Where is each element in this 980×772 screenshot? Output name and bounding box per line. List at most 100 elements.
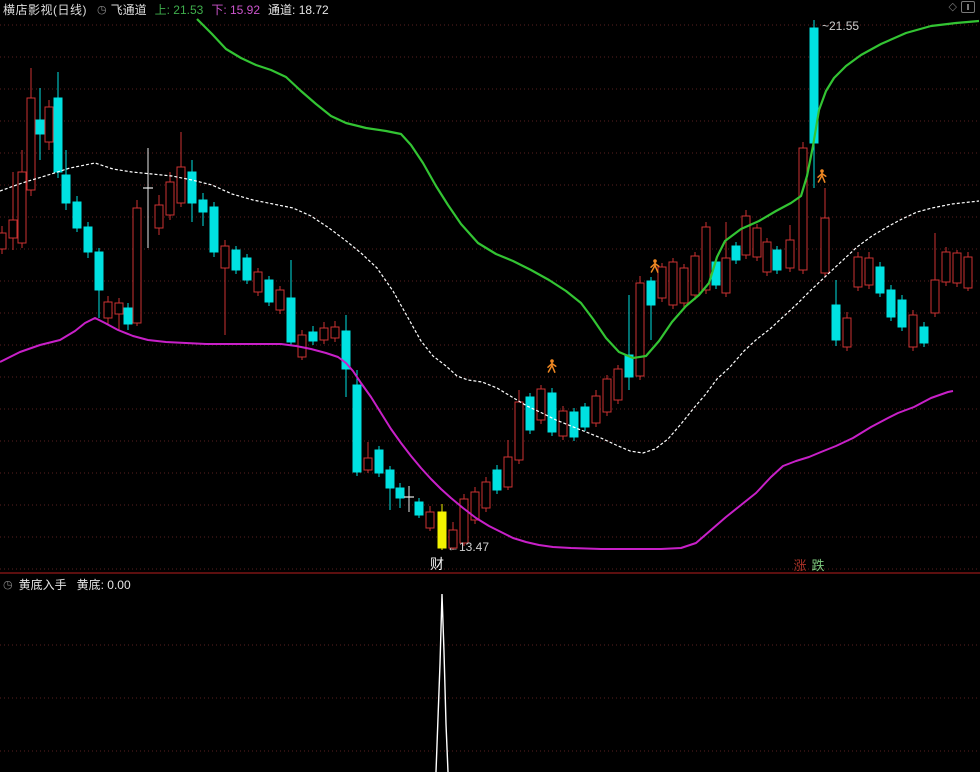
candlestick — [72, 196, 82, 232]
candlestick — [731, 242, 741, 264]
candlestick — [963, 252, 973, 291]
candlestick — [897, 295, 907, 331]
candlestick — [762, 238, 772, 276]
die-label: 跌 — [811, 558, 824, 572]
huangdi-spike — [435, 593, 449, 772]
candlestick — [690, 252, 700, 300]
candlestick — [319, 322, 329, 344]
candlestick — [679, 264, 689, 307]
upper-channel-green-line — [196, 18, 980, 360]
candlestick — [352, 370, 362, 476]
candlestick — [264, 276, 274, 306]
candlestick — [385, 466, 395, 510]
candlestick — [853, 252, 863, 291]
candlestick — [253, 268, 263, 296]
candlestick — [875, 262, 885, 297]
candlestick — [624, 295, 634, 390]
sub-indicator-value: 黄底: 0.00 — [76, 578, 131, 592]
candlestick — [187, 160, 197, 222]
candlestick — [242, 254, 252, 284]
buy-signal-marker — [817, 169, 827, 183]
candlestick — [886, 285, 896, 321]
sub-indicator-name[interactable]: 黄底入手 — [18, 578, 67, 592]
candlestick — [558, 406, 568, 440]
candlestick — [404, 486, 414, 512]
candlestick — [547, 388, 557, 436]
candlestick — [94, 248, 104, 318]
candlestick — [481, 477, 491, 512]
candlestick — [668, 258, 678, 309]
window-controls: ◇ — [949, 1, 975, 13]
high-price-label: ~21.55 — [822, 19, 859, 33]
candlestick — [772, 246, 782, 274]
candlestick — [44, 100, 54, 150]
zhang-label: 涨 — [793, 558, 806, 572]
buy-signal-marker — [650, 259, 660, 273]
candlestick — [721, 222, 731, 297]
candlestick — [514, 390, 524, 464]
buy-signal-marker — [547, 359, 557, 373]
candlestick — [297, 330, 307, 360]
candlestick — [114, 298, 124, 330]
low-price-label: ←13.47 — [447, 540, 489, 554]
candlestick — [26, 68, 36, 196]
candlestick — [569, 408, 579, 441]
candlestick — [395, 483, 405, 508]
clock-icon[interactable]: ◷ — [97, 3, 107, 16]
candlestick — [198, 193, 208, 226]
candlestick — [908, 310, 918, 351]
panel-layout-icon[interactable] — [961, 1, 975, 13]
diamond-icon[interactable]: ◇ — [948, 1, 957, 13]
candlestick — [952, 250, 962, 287]
candlestick — [132, 200, 142, 326]
candlestick — [785, 225, 795, 272]
candlestick — [414, 498, 424, 518]
upper-band-value: 上: 21.53 — [154, 2, 204, 17]
candlestick — [635, 276, 645, 380]
candlestick — [448, 522, 458, 550]
candlestick — [103, 296, 113, 324]
indicator-name[interactable]: 飞通道 — [110, 2, 147, 17]
candlestick — [492, 465, 502, 494]
middle-white-line — [0, 162, 980, 454]
panel-separator[interactable] — [0, 572, 980, 574]
candlestick — [330, 321, 340, 342]
candlestick — [61, 150, 71, 210]
candlestick — [646, 277, 656, 340]
candlestick — [143, 148, 153, 248]
candlestick — [580, 403, 590, 431]
candlestick — [176, 132, 186, 207]
candlestick — [437, 504, 447, 550]
lower-channel-magenta-line — [0, 317, 954, 550]
candlestick — [657, 263, 667, 302]
candlestick — [919, 322, 929, 347]
candlestick — [536, 385, 546, 424]
clock-icon[interactable]: ◷ — [3, 579, 13, 591]
main-chart-header: 横店影视(日线) ◷ 飞通道 上: 21.53 下: 15.92 通道: 18.… — [0, 0, 980, 18]
candlestick — [220, 240, 230, 335]
candlestick — [864, 252, 874, 289]
candlestick — [503, 440, 513, 490]
candlestick — [741, 210, 751, 259]
candlestick — [941, 247, 951, 286]
candlestick — [425, 506, 435, 531]
candlestick — [752, 224, 762, 261]
candlestick — [798, 142, 808, 274]
stock-title: 横店影视(日线) — [3, 2, 87, 17]
candlestick — [53, 72, 63, 178]
candlestick — [930, 233, 940, 317]
candlestick — [83, 222, 93, 258]
candlestick — [374, 446, 384, 477]
main-candlestick-chart[interactable]: ~21.55 ←13.47财 涨跌 — [0, 18, 980, 572]
candlestick — [209, 202, 219, 257]
candlestick — [0, 226, 7, 254]
candlestick — [809, 20, 819, 188]
candlestick — [123, 303, 133, 330]
candlestick — [341, 315, 351, 397]
candlestick — [308, 326, 318, 345]
candlestick — [17, 150, 27, 248]
candlestick — [165, 172, 175, 220]
candlestick — [613, 365, 623, 404]
sub-indicator-chart[interactable] — [0, 574, 980, 772]
candlestick — [842, 312, 852, 351]
